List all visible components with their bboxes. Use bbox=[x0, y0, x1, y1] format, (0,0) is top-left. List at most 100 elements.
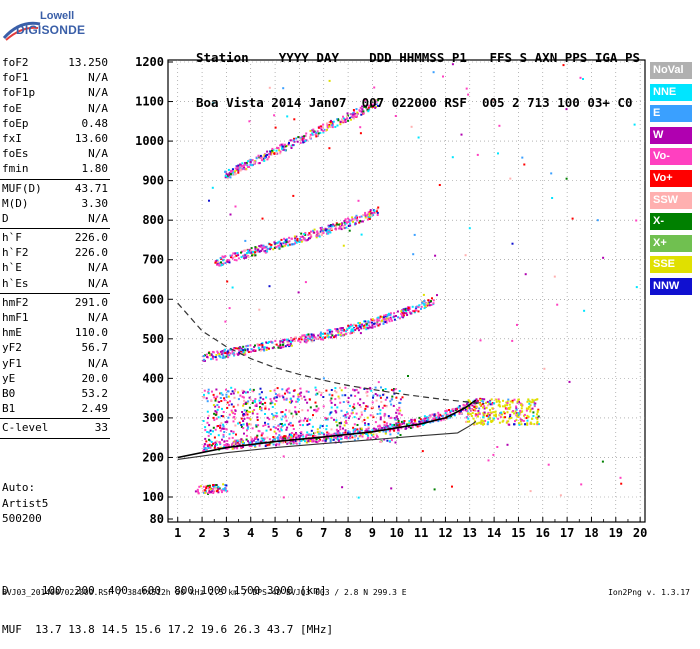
echo-point bbox=[223, 399, 226, 402]
echo-point bbox=[357, 199, 360, 202]
echo-point bbox=[359, 220, 362, 223]
echo-point bbox=[467, 413, 470, 416]
echo-point bbox=[325, 424, 328, 427]
echo-point bbox=[295, 413, 298, 416]
echo-point bbox=[217, 491, 220, 494]
echo-point bbox=[242, 404, 245, 407]
echo-point bbox=[398, 424, 401, 426]
echo-point bbox=[361, 323, 364, 326]
echo-point bbox=[316, 441, 319, 444]
echo-point bbox=[205, 449, 208, 452]
echo-point bbox=[239, 168, 242, 171]
echo-point bbox=[424, 420, 427, 423]
echo-point bbox=[251, 389, 254, 392]
echo-point bbox=[247, 351, 250, 353]
echo-point bbox=[340, 329, 343, 332]
echo-point bbox=[329, 224, 332, 227]
echo-point bbox=[348, 415, 351, 418]
echo-point bbox=[335, 437, 338, 439]
echo-point bbox=[537, 423, 540, 426]
echo-point bbox=[387, 318, 390, 321]
echo-point bbox=[256, 419, 259, 421]
echo-point bbox=[203, 443, 206, 446]
echo-point bbox=[210, 490, 213, 493]
echo-point bbox=[343, 328, 346, 331]
echo-point bbox=[498, 413, 501, 416]
echo-point bbox=[269, 428, 272, 431]
echo-point bbox=[384, 398, 387, 401]
echo-point bbox=[225, 443, 227, 446]
echo-point bbox=[281, 245, 284, 248]
echo-point bbox=[363, 419, 366, 421]
echo-point bbox=[216, 350, 219, 353]
echo-point bbox=[501, 420, 504, 423]
echo-point bbox=[373, 322, 376, 325]
echo-point bbox=[213, 486, 216, 488]
echo-point bbox=[249, 423, 252, 426]
echo-point bbox=[219, 257, 222, 259]
echo-point bbox=[229, 173, 232, 176]
echo-point bbox=[513, 423, 516, 426]
echo-point bbox=[237, 166, 240, 169]
param-row: h`F2 226.0 bbox=[0, 246, 112, 261]
echo-point bbox=[299, 141, 302, 144]
echo-point bbox=[345, 435, 348, 438]
echo-point bbox=[501, 413, 503, 416]
echo-point bbox=[246, 416, 249, 419]
echo-point bbox=[228, 261, 231, 264]
echo-point bbox=[361, 105, 364, 108]
echo-point bbox=[352, 327, 355, 330]
echo-point bbox=[320, 234, 323, 237]
echo-point bbox=[358, 430, 361, 433]
echo-point bbox=[266, 347, 269, 350]
echo-point bbox=[338, 432, 341, 435]
echo-point bbox=[223, 487, 226, 490]
x-tick-label: 5 bbox=[271, 526, 278, 540]
param-label: hmF2 bbox=[2, 295, 29, 309]
echo-point bbox=[354, 395, 357, 397]
echo-point bbox=[280, 243, 283, 246]
echo-point bbox=[249, 441, 252, 444]
echo-point bbox=[319, 438, 321, 441]
echo-point bbox=[486, 413, 489, 416]
echo-point bbox=[435, 416, 438, 419]
param-row: foF1p N/A bbox=[0, 86, 112, 101]
param-label: yE bbox=[2, 371, 16, 385]
echo-point bbox=[280, 238, 283, 241]
echo-point bbox=[362, 402, 365, 405]
echo-point bbox=[252, 253, 255, 256]
echo-point bbox=[290, 144, 293, 147]
echo-point bbox=[307, 390, 310, 393]
echo-point bbox=[315, 410, 318, 413]
echo-point bbox=[258, 308, 261, 311]
echo-point bbox=[296, 398, 299, 400]
echo-point bbox=[264, 405, 267, 408]
echo-point bbox=[225, 484, 228, 487]
echo-point bbox=[309, 136, 312, 139]
echo-point bbox=[203, 358, 206, 361]
echo-point bbox=[483, 405, 486, 408]
echo-point bbox=[288, 240, 291, 243]
echo-point bbox=[294, 441, 297, 444]
true-height-profile-curve bbox=[177, 421, 477, 460]
echo-point bbox=[311, 340, 314, 343]
echo-point bbox=[242, 414, 245, 417]
echo-point bbox=[209, 446, 212, 449]
echo-point bbox=[223, 356, 226, 359]
echo-point bbox=[395, 396, 398, 399]
echo-point bbox=[580, 483, 583, 486]
param-separator bbox=[0, 437, 110, 439]
echo-point bbox=[215, 411, 218, 414]
echo-point bbox=[444, 412, 447, 415]
echo-point bbox=[257, 344, 260, 347]
echo-point bbox=[326, 431, 329, 434]
echo-point bbox=[344, 431, 347, 434]
echo-point bbox=[262, 157, 265, 160]
echo-point bbox=[299, 394, 302, 397]
echo-point bbox=[219, 397, 222, 399]
echo-point bbox=[273, 114, 276, 117]
echo-point bbox=[258, 162, 261, 165]
echo-point bbox=[497, 398, 500, 401]
echo-point bbox=[551, 197, 554, 199]
echo-point bbox=[562, 64, 565, 67]
